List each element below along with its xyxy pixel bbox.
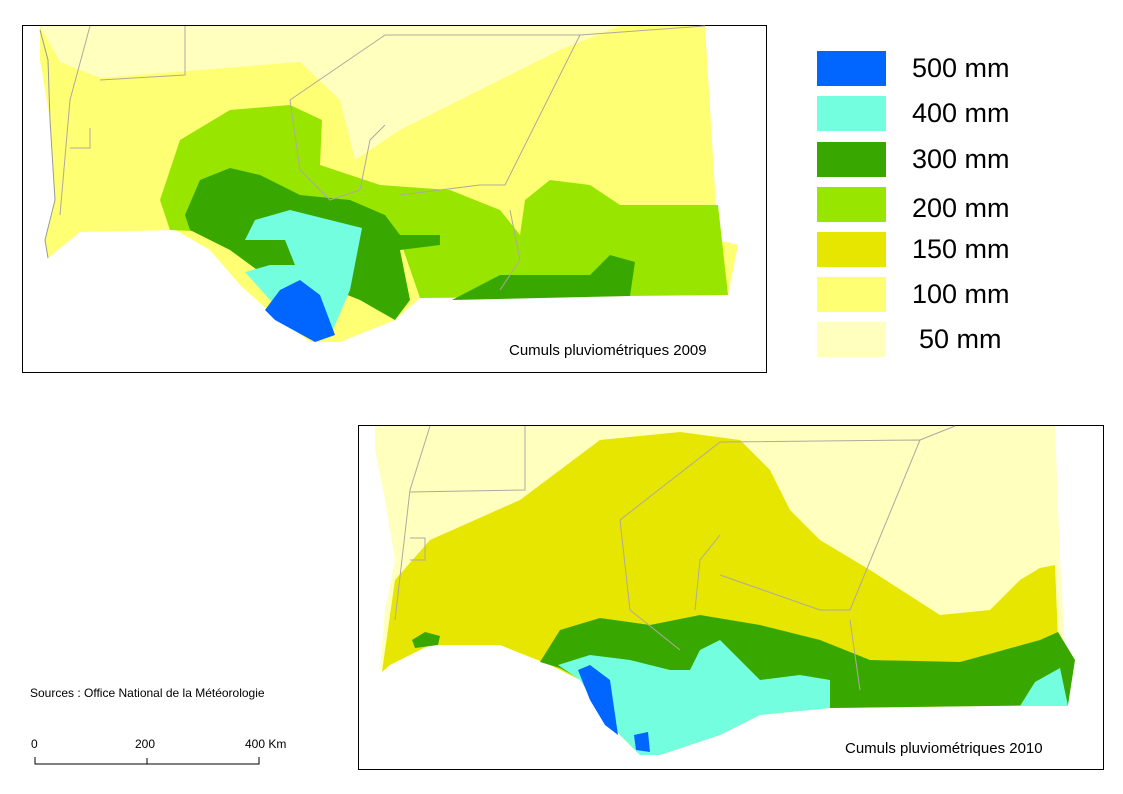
legend-label: 300 mm <box>912 144 1010 174</box>
legend-item-400mm: 400 mm <box>817 96 1057 136</box>
zone-300mm <box>412 632 440 648</box>
coastline <box>39 29 56 259</box>
legend-swatch <box>817 187 886 222</box>
zone-500mm <box>634 732 650 752</box>
legend-label: 50 mm <box>919 324 1002 354</box>
legend-label: 150 mm <box>912 234 1010 264</box>
legend-label: 400 mm <box>912 98 1010 128</box>
map-2010 <box>358 425 1104 770</box>
legend-label: 200 mm <box>912 193 1010 223</box>
zone-200mm <box>160 105 728 298</box>
legend-swatch <box>817 96 886 131</box>
scale-label-0: 0 <box>31 737 38 751</box>
scale-bar <box>34 757 260 765</box>
legend-item-300mm: 300 mm <box>817 142 1057 182</box>
legend-item-100mm: 100 mm <box>817 277 1057 317</box>
map-2010-title: Cumuls pluviométriques 2010 <box>845 740 1043 757</box>
legend-label: 500 mm <box>912 53 1010 83</box>
map-2009-title: Cumuls pluviométriques 2009 <box>509 342 707 359</box>
legend-swatch <box>817 142 886 177</box>
scale-label-400: 400 Km <box>245 737 287 751</box>
sources-text: Sources : Office National de la Météorol… <box>30 686 265 700</box>
legend-swatch <box>817 232 886 267</box>
boundaries <box>394 425 956 691</box>
legend-item-500mm: 500 mm <box>817 51 1057 91</box>
zone-300mm <box>452 255 635 300</box>
legend-label: 100 mm <box>912 279 1010 309</box>
zone-400mm <box>558 640 830 755</box>
legend-swatch <box>817 322 886 357</box>
zone-500mm <box>578 665 618 735</box>
zone-500mm <box>265 280 335 342</box>
boundaries <box>59 25 706 291</box>
map-2009 <box>22 25 767 373</box>
legend-swatch <box>817 51 886 86</box>
scale-label-200: 200 <box>135 737 156 751</box>
zone-400mm <box>1020 668 1068 706</box>
legend-item-200mm: 200 mm <box>817 187 1057 227</box>
legend-swatch <box>817 277 886 312</box>
legend-item-50mm: 50 mm <box>817 322 1057 362</box>
zone-300mm <box>540 615 1075 720</box>
legend-item-150mm: 150 mm <box>817 232 1057 272</box>
